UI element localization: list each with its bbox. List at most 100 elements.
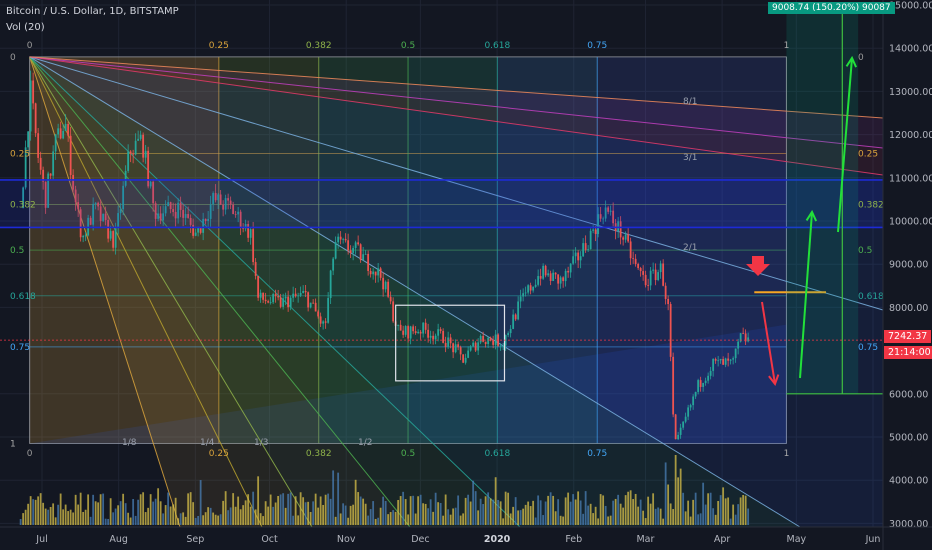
price-tick-label: 15000.00: [889, 1, 932, 12]
candle-body: [619, 221, 622, 238]
candle-body: [372, 271, 375, 275]
candle-body: [202, 218, 205, 233]
volume-indicator-label[interactable]: Vol (20): [6, 22, 45, 33]
volume-bar: [629, 490, 632, 525]
candle-body: [289, 297, 292, 308]
candle-body: [107, 220, 110, 239]
candle-body: [197, 227, 200, 233]
candle-body: [574, 252, 577, 257]
volume-bar: [297, 515, 300, 525]
consolidation-box[interactable]: [395, 304, 506, 382]
candle-body: [272, 294, 275, 303]
candle-body: [557, 274, 560, 284]
candle-body: [302, 290, 305, 293]
volume-bar: [492, 499, 495, 525]
candle-body: [642, 271, 645, 275]
candle-body: [174, 211, 177, 219]
volume-bar: [727, 497, 730, 525]
candle-body: [382, 277, 385, 290]
candle-body: [134, 140, 137, 155]
candle-body: [127, 151, 130, 171]
measure-label: 9008.74 (150.20%) 90087: [768, 2, 895, 14]
candle-body: [509, 328, 512, 334]
volume-bar: [744, 495, 747, 525]
fan-line: [29, 56, 801, 528]
volume-bar: [507, 492, 510, 525]
volume-bar: [647, 496, 650, 525]
candle-body: [667, 298, 670, 305]
volume-bar: [437, 502, 440, 525]
price-tick-label: 3000.00: [889, 519, 928, 530]
candle-body: [402, 330, 405, 335]
candle-body: [692, 396, 695, 406]
candle-body: [407, 326, 410, 339]
candle-body: [612, 210, 615, 224]
candle-body: [312, 302, 315, 304]
fib-bottom-label: 0: [27, 449, 33, 459]
volume-bar: [89, 516, 92, 525]
volume-bar: [272, 506, 275, 525]
candle-body: [482, 335, 485, 342]
volume-bar: [552, 495, 555, 525]
volume-bar: [49, 507, 52, 525]
volume-bar: [354, 479, 357, 525]
volume-bar: [287, 493, 290, 525]
volume-bar: [69, 509, 72, 525]
volume-bar: [217, 515, 220, 525]
volume-bar: [254, 509, 257, 525]
channel-fill: [0, 179, 883, 228]
fan-line: [29, 56, 884, 119]
candle-body: [262, 292, 265, 300]
candle-body: [627, 234, 630, 242]
fib-left-label: 0.25: [10, 150, 30, 160]
volume-bar: [347, 517, 350, 525]
volume-bar: [67, 511, 70, 525]
volume-bar: [452, 508, 455, 525]
candle-body: [652, 269, 655, 271]
volume-bar: [269, 494, 272, 525]
candle-body: [689, 405, 692, 408]
fib-top-label: 0: [27, 41, 33, 51]
volume-bar: [559, 515, 562, 525]
candle-body: [424, 322, 427, 330]
candle-body: [712, 358, 715, 371]
fib-right-label: 0.382: [858, 201, 884, 211]
candle-body: [37, 133, 40, 158]
volume-bar: [324, 494, 327, 525]
fan-line: [29, 56, 313, 528]
candle-body: [419, 331, 422, 334]
volume-bar: [364, 503, 367, 525]
candle-body: [347, 240, 350, 251]
candle-body: [522, 293, 525, 297]
candle-body: [699, 380, 702, 387]
candle-body: [242, 228, 245, 229]
volume-bar: [357, 492, 360, 525]
candle-body: [404, 326, 407, 335]
fib-right-label: 0.618: [858, 292, 884, 302]
candle-body: [257, 275, 260, 298]
time-tick-label: Jul: [35, 534, 47, 545]
candle-body: [622, 237, 625, 240]
volume-bar: [147, 507, 150, 525]
volume-bar: [114, 508, 117, 525]
candle-body: [409, 326, 412, 339]
candle-body: [27, 131, 30, 148]
volume-bar: [719, 495, 722, 525]
candle-body: [554, 272, 557, 275]
down-arrow: [761, 301, 776, 385]
candle-body: [119, 209, 122, 214]
fib-top-label: 0.5: [401, 41, 415, 51]
volume-bar: [79, 492, 82, 525]
candle-body: [59, 128, 62, 139]
fib-right-label: 0.75: [858, 343, 878, 353]
candle-body: [649, 270, 652, 286]
volume-bar: [372, 501, 375, 525]
volume-bar: [679, 468, 682, 525]
volume-bar: [722, 487, 725, 525]
candle-body: [534, 284, 537, 287]
candle-body: [632, 258, 635, 260]
up-arrow-short: [799, 211, 813, 379]
candle-body: [684, 416, 687, 422]
volume-bar: [97, 502, 100, 525]
